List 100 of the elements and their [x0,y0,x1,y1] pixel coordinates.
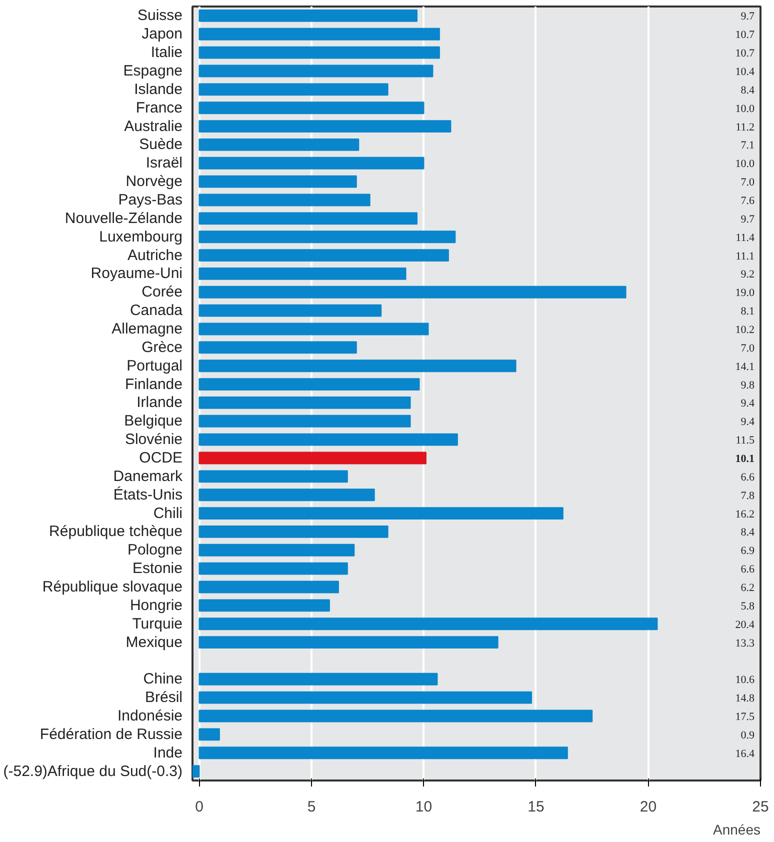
data-label: 9.2 [740,268,754,281]
data-label: 9.7 [740,213,755,226]
y-tick-label: Grèce [142,338,183,356]
data-label: 20.4 [735,618,755,631]
data-label: 6.6 [740,564,755,576]
data-label: 8.4 [740,526,755,539]
y-tick-label: République slovaque [42,578,183,596]
bar [198,138,360,151]
data-label: 14.8 [735,692,755,705]
y-tick-label: Turquie [132,615,183,632]
bar [198,175,357,188]
bar [198,156,424,170]
bar [198,396,411,409]
y-tick-label: Hongrie [130,596,182,614]
data-label: 11.5 [736,434,755,447]
bar [198,544,355,556]
data-label: 16.2 [735,508,754,520]
bar [198,64,434,78]
x-axis-title: Années [713,822,760,838]
data-label: 11.4 [736,232,755,244]
bar [198,322,429,336]
x-tick-label: 5 [307,798,316,816]
data-label: 6.9 [740,545,755,558]
data-label: 5.8 [740,600,755,612]
x-tick-label: 15 [528,798,544,816]
bar [198,102,424,114]
bar [198,691,532,704]
y-tick-label: Espagne [123,62,182,80]
y-tick-label: Estonie [132,560,183,578]
y-tick-label: Pologne [127,542,183,559]
y-tick-label: Corée [142,284,183,301]
bar [198,341,357,354]
bar [198,120,452,132]
data-label: 8.1 [740,306,754,318]
data-label: 10.4 [735,66,755,78]
data-label: 16.4 [735,748,755,760]
bar [198,636,498,648]
data-label: 13.3 [735,637,755,650]
y-tick-label: Finlande [124,376,183,393]
y-tick-label: Italie [150,44,183,62]
data-label: 7.6 [740,195,755,207]
y-tick-label: Pays-Bas [118,192,183,208]
data-label: 9.4 [740,416,755,428]
data-label: 10.7 [735,48,755,60]
bar [198,580,339,594]
data-label: 10.1 [735,453,754,465]
bar [198,414,411,428]
data-label: 6.2 [740,582,754,594]
bar [198,230,456,244]
bar [198,46,440,59]
bar [198,286,626,298]
data-label: 11.1 [736,250,754,262]
y-tick-label: Chine [143,670,183,688]
bar [198,433,458,446]
data-label: 19.0 [735,287,755,300]
y-tick-label: Royaume-Uni [90,265,183,282]
y-tick-label: OCDE [139,450,183,466]
bar [198,360,516,372]
data-label: 9.8 [740,379,755,392]
data-label: 8.4 [740,84,755,96]
y-tick-label: Chili [153,504,183,522]
y-tick-label: Fédération de Russie [40,726,183,743]
x-tick-label: 0 [195,798,204,816]
y-tick-label: Slovénie [124,431,183,448]
x-tick-label: 25 [752,798,769,816]
bar [198,212,418,225]
bar [198,710,593,722]
y-tick-label: Nouvelle-Zélande [64,210,183,227]
data-label: 11.2 [736,121,754,134]
y-tick-label: France [136,99,183,116]
bar [198,488,375,502]
y-tick-label: Allemagne [112,320,183,338]
bar [198,249,449,262]
data-label: 0.9 [740,729,755,742]
data-label: 10.6 [735,674,755,686]
bar [192,765,200,778]
bar [198,618,658,630]
data-label: 10.7 [735,29,755,42]
bar [198,268,406,280]
y-tick-label: Israël [146,154,183,172]
data-label: 9.7 [740,10,755,23]
y-tick-label: Australie [124,118,182,135]
y-tick-label: Brésil [144,689,183,706]
bar [198,470,348,483]
y-tick-label: Japon [142,26,183,43]
data-label: 10.0 [735,102,755,115]
y-tick-label: Irlande [136,394,183,412]
y-tick-label: Luxembourg [99,228,183,246]
y-tick-label: Portugal [126,357,183,374]
y-tick-label: Norvège [126,173,183,190]
data-label: 7.0 [740,176,755,189]
data-label: 10.2 [735,324,754,336]
bar [198,728,220,741]
y-tick-label: Suède [139,136,182,154]
y-tick-label: Indonésie [117,708,183,724]
data-label: 14.1 [735,360,754,373]
data-label: 7.1 [740,140,754,152]
bar [198,28,440,40]
bar [198,526,388,538]
y-tick-label: Islande [134,80,183,98]
